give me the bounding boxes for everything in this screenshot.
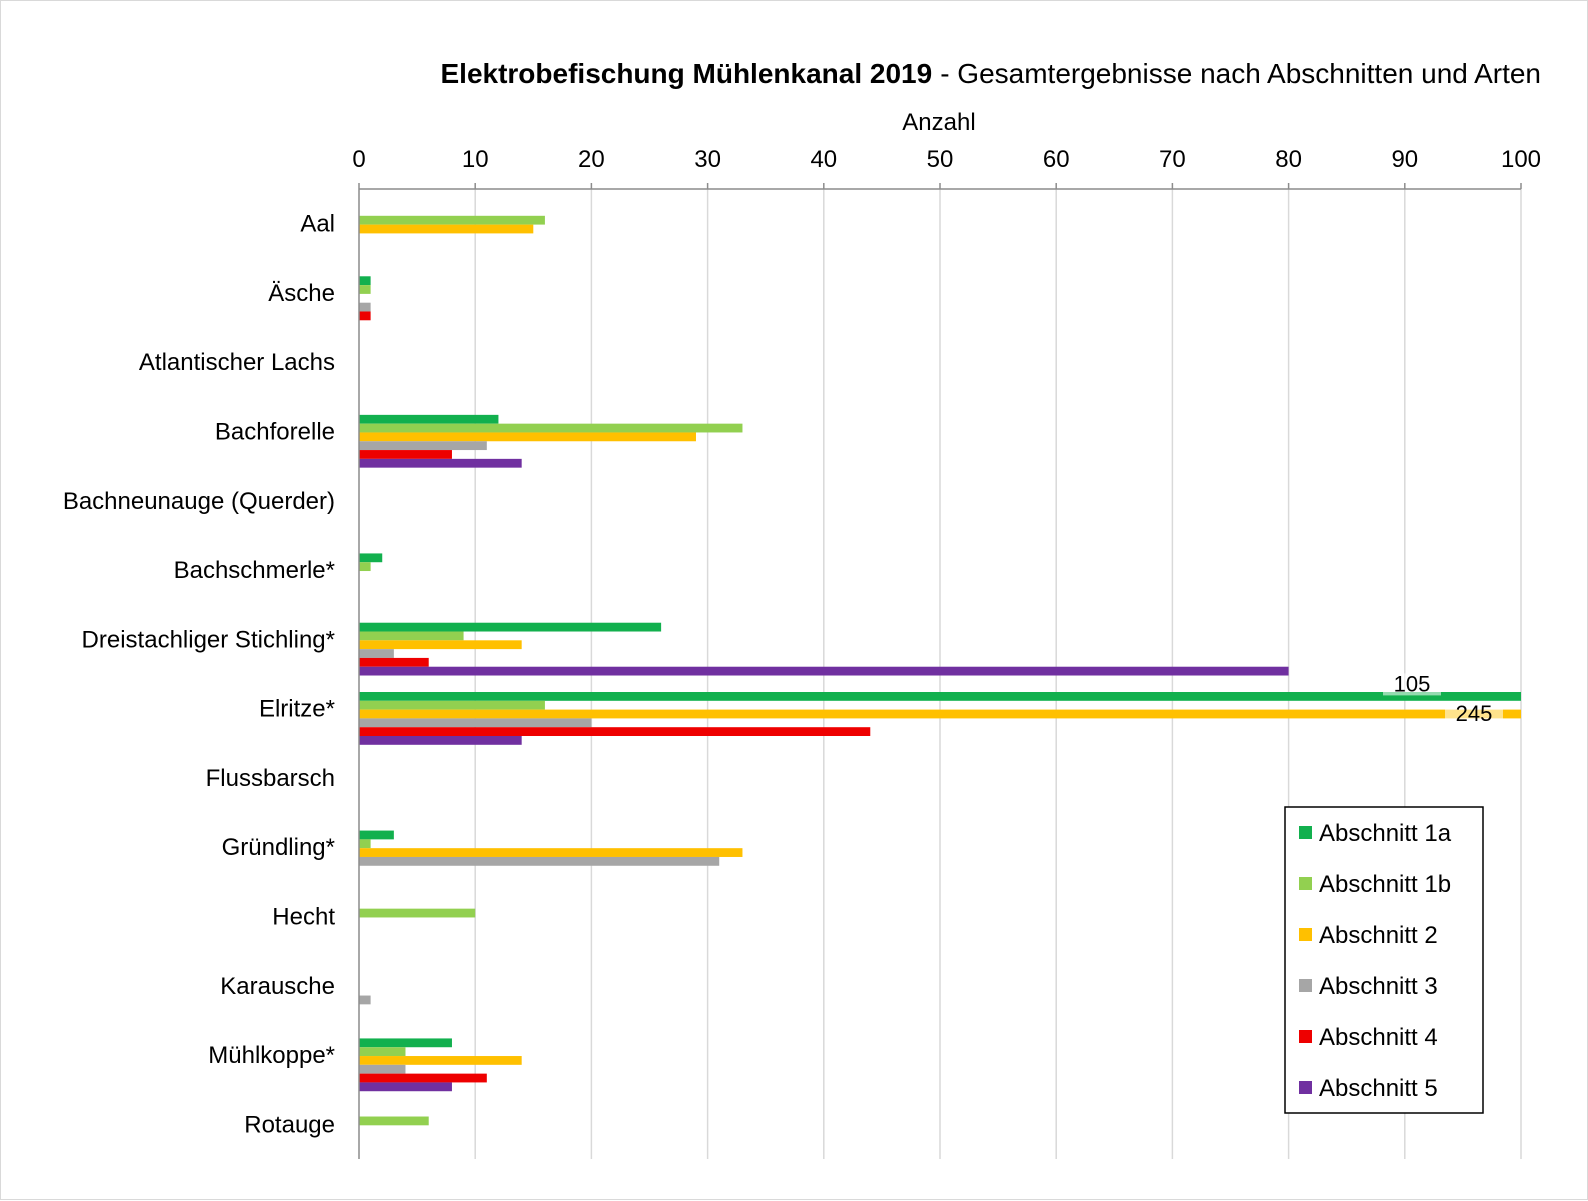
legend-label: Abschnitt 3 [1319, 973, 1438, 1000]
category-label: Rotauge [244, 1111, 335, 1138]
x-tick-label: 90 [1391, 146, 1418, 173]
legend-box [1284, 806, 1484, 1114]
bar [359, 736, 522, 745]
legend-swatch [1299, 928, 1312, 941]
x-tick-label: 30 [694, 146, 721, 173]
chart-title-main: Elektrobefischung Mühlenkanal 2019 [440, 58, 932, 89]
bar [359, 224, 534, 234]
data-labels: 105 245 [1383, 671, 1503, 726]
bar [359, 709, 1521, 719]
category-label: Bachforelle [215, 419, 335, 446]
bar [359, 718, 592, 728]
legend-label: Abschnitt 2 [1319, 922, 1438, 949]
bar [359, 458, 522, 468]
legend-label: Abschnitt 4 [1319, 1024, 1438, 1051]
category-label: Bachschmerle* [174, 557, 335, 584]
x-tick-label: 50 [927, 146, 954, 173]
bar [359, 830, 394, 840]
axes [358, 183, 1522, 1159]
category-label: Karausche [220, 973, 335, 1000]
legend-label: Abschnitt 1b [1319, 871, 1451, 898]
bar [359, 1073, 487, 1083]
legend-swatch [1299, 826, 1312, 839]
legend: Abschnitt 1a Abschnitt 1b Abschnitt 2 Absch… [1284, 806, 1484, 1114]
category-label: Bachneunauge (Querder) [63, 488, 335, 515]
bar [359, 1082, 452, 1092]
category-label: Hecht [272, 904, 335, 931]
bar [359, 311, 371, 321]
bar [359, 553, 383, 563]
x-tick-label: 0 [352, 146, 365, 173]
y-axis-categories: Aal Äsche Atlantischer Lachs Bachforelle Bac… [63, 211, 336, 1139]
bar [359, 1047, 406, 1057]
bar [359, 657, 429, 667]
bar [359, 414, 499, 424]
bar [359, 302, 371, 312]
bar [359, 432, 696, 442]
data-label-background [1445, 703, 1503, 725]
bar [359, 1056, 522, 1065]
legend-swatch [1299, 979, 1312, 992]
legend-swatch [1299, 1081, 1312, 1094]
legend-label: Abschnitt 1a [1319, 820, 1452, 847]
bar [359, 995, 371, 1005]
category-label: Aal [300, 211, 335, 238]
data-label-background [1383, 673, 1441, 696]
bar [359, 423, 743, 433]
x-axis-ticks: 0 10 20 30 40 50 60 70 80 90 100 [352, 146, 1541, 173]
bars [359, 215, 1521, 1126]
category-label: Äsche [268, 280, 335, 307]
bar [359, 285, 371, 294]
category-label: Gründling* [222, 834, 335, 861]
bar [359, 856, 720, 866]
bar [359, 1116, 429, 1126]
legend-swatch [1299, 877, 1312, 890]
bar [359, 839, 371, 849]
category-label: Dreistachliger Stichling* [82, 626, 335, 653]
bar [359, 666, 1289, 676]
x-tick-label: 20 [578, 146, 605, 173]
x-tick-label: 60 [1043, 146, 1070, 173]
x-tick-label: 100 [1501, 146, 1541, 173]
category-label: Elritze* [259, 696, 335, 723]
bar [359, 727, 871, 736]
data-label: 105 [1394, 671, 1431, 696]
bar [359, 908, 476, 918]
chart-title: Elektrobefischung Mühlenkanal 2019 - Gesa… [440, 58, 1541, 89]
bar [359, 692, 1521, 701]
category-label: Flussbarsch [206, 765, 335, 792]
category-label: Mühlkoppe* [208, 1042, 335, 1069]
bar [359, 848, 743, 857]
x-tick-label: 70 [1159, 146, 1186, 173]
category-label: Atlantischer Lachs [139, 349, 335, 376]
bar [359, 441, 487, 451]
x-tick-label: 10 [462, 146, 489, 173]
bar [359, 276, 371, 286]
bar [359, 622, 662, 632]
bar [359, 700, 545, 710]
bar [359, 649, 394, 658]
data-label: 245 [1456, 701, 1493, 726]
bar [359, 215, 545, 225]
bar [359, 562, 371, 572]
bar [359, 1064, 406, 1074]
bar [359, 631, 464, 641]
chart-title-subtitle: - Gesamtergebnisse nach Abschnitten und … [940, 58, 1541, 89]
x-tick-label: 80 [1275, 146, 1302, 173]
x-tick-label: 40 [810, 146, 837, 173]
bar [359, 1038, 452, 1048]
bar [359, 450, 452, 459]
x-axis-title: Anzahl [902, 109, 975, 136]
bar [359, 640, 522, 650]
legend-swatch [1299, 1030, 1312, 1043]
legend-label: Abschnitt 5 [1319, 1075, 1438, 1102]
